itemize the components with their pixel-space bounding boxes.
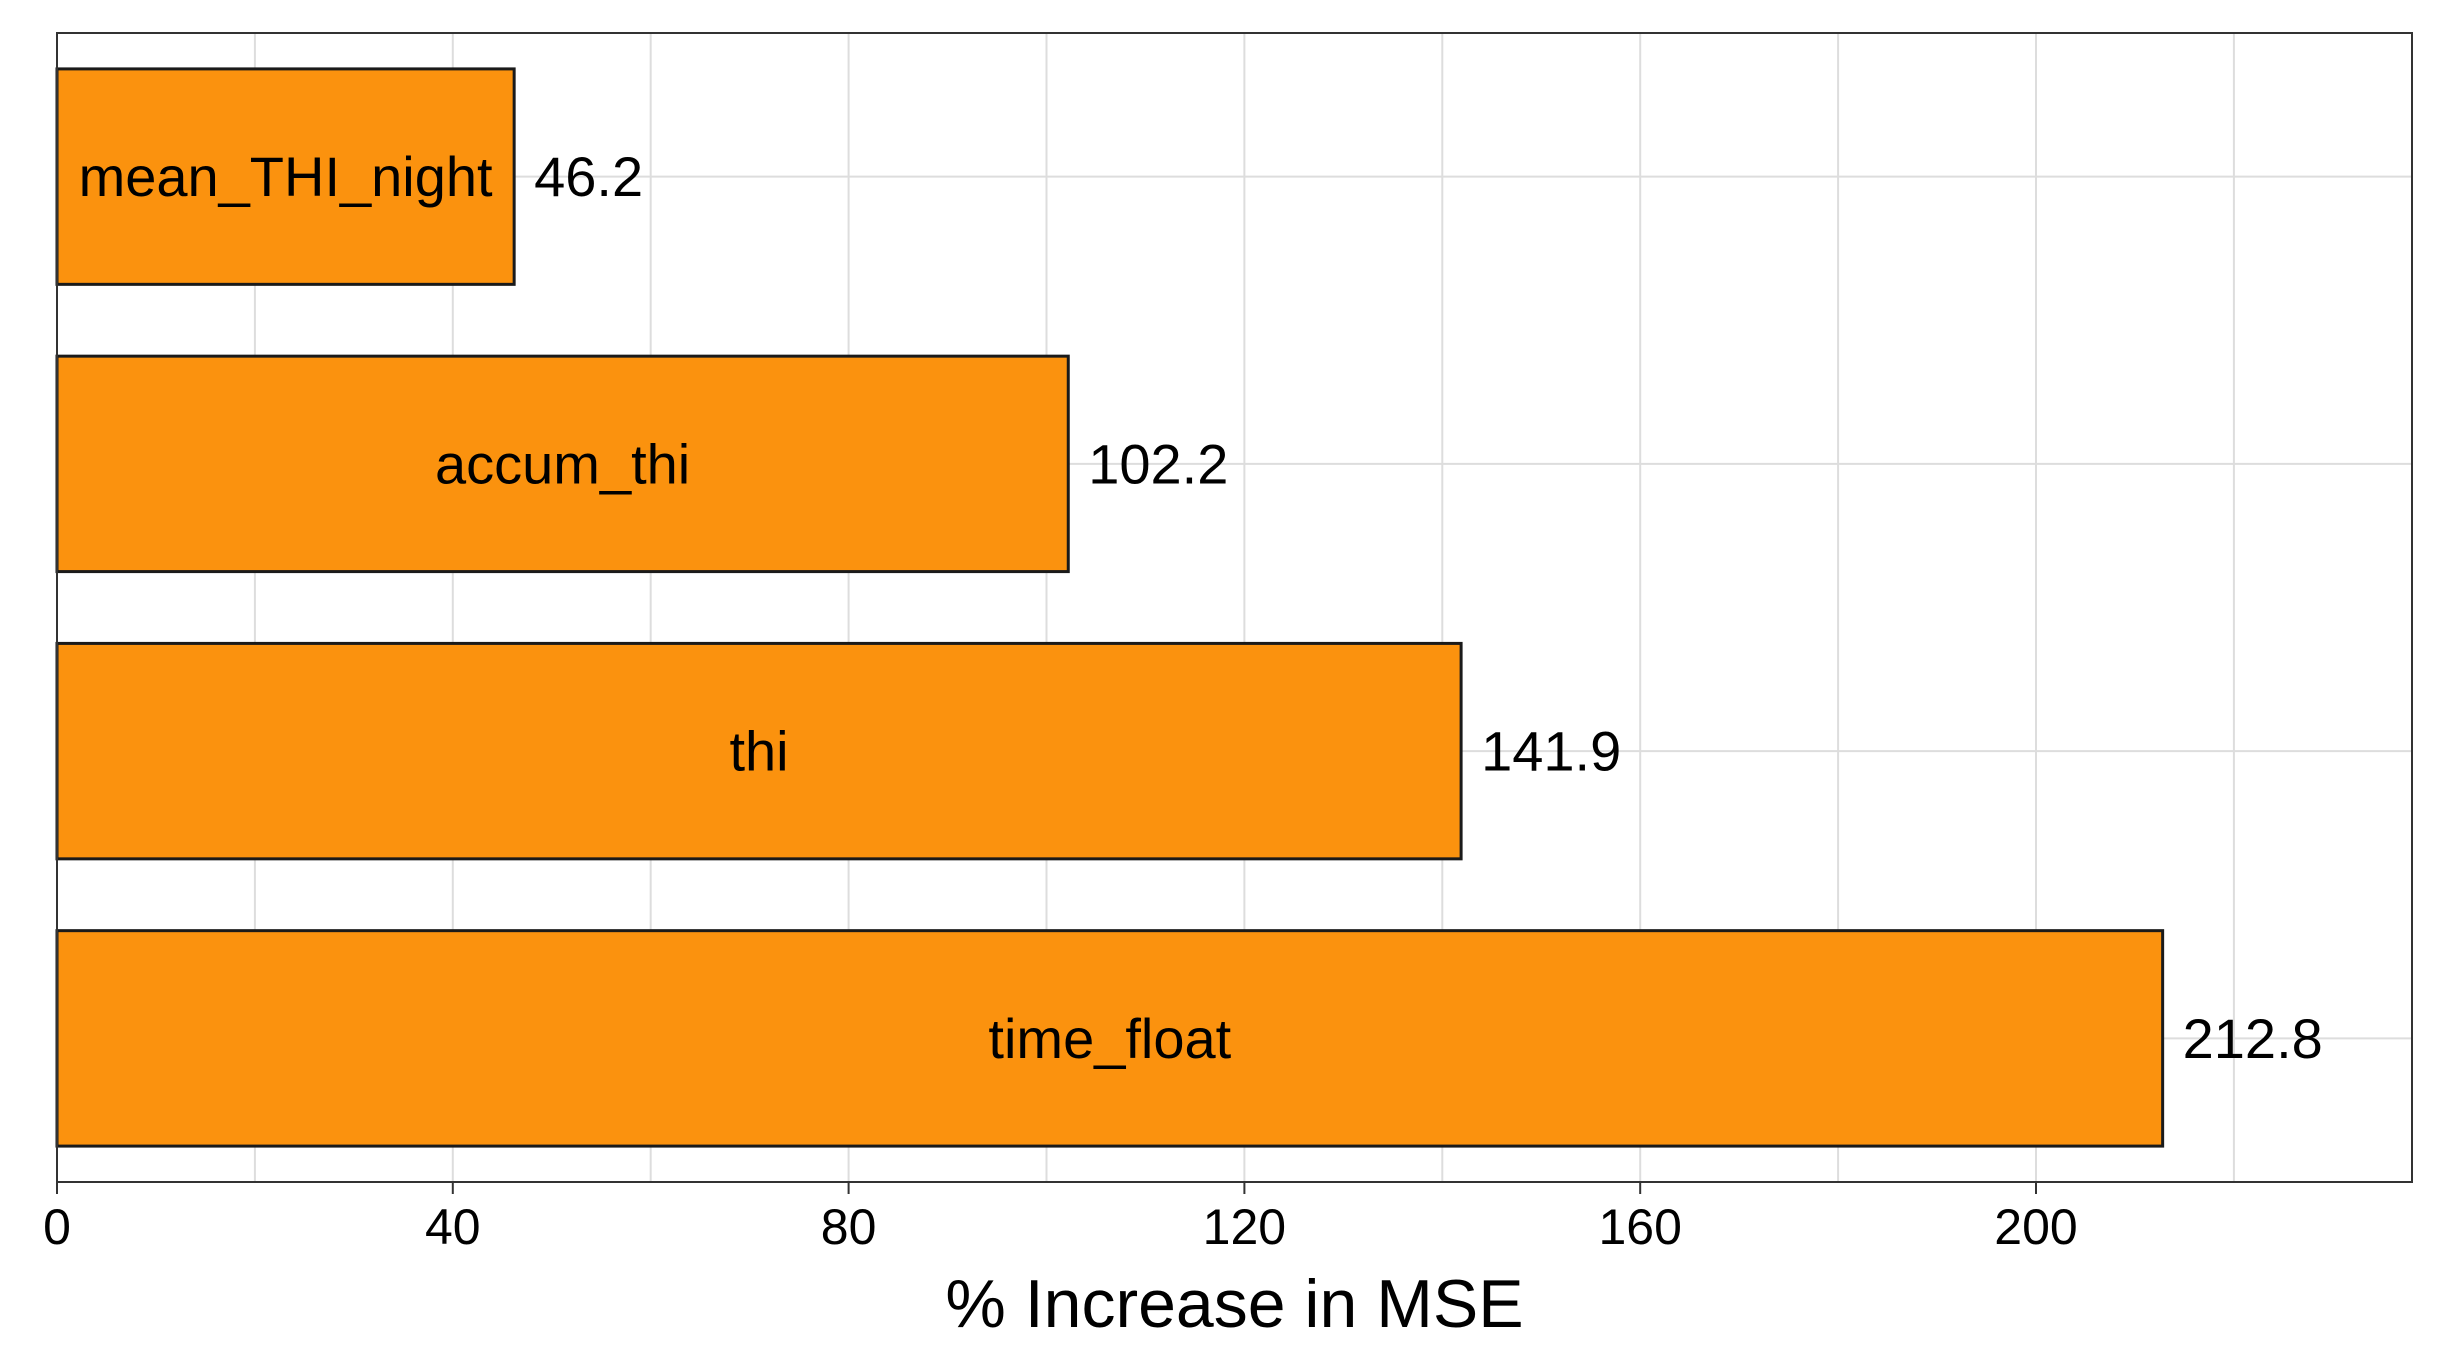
bars: mean_THI_night 46.2 accum_thi 102.2 thi 141.9… <box>55 67 2323 1148</box>
bar <box>55 641 1463 861</box>
bar-category-label: time_float <box>988 1007 1231 1070</box>
x-tick-label: 80 <box>821 1199 877 1255</box>
x-tick-label: 40 <box>425 1199 481 1255</box>
bar-value-label: 141.9 <box>1481 720 1621 783</box>
bar <box>55 354 1070 574</box>
bar-value-label: 212.8 <box>2183 1007 2323 1070</box>
bar-value-label: 46.2 <box>534 145 643 208</box>
x-tick-label: 160 <box>1598 1199 1681 1255</box>
x-axis-title: % Increase in MSE <box>945 1266 1523 1342</box>
x-tick-label: 200 <box>1994 1199 2077 1255</box>
bar-category-label: mean_THI_night <box>79 145 493 208</box>
x-tick-label: 0 <box>43 1199 71 1255</box>
plot-frame <box>56 32 2413 1183</box>
bar-category-label: thi <box>729 720 788 783</box>
bar <box>55 67 516 286</box>
bar <box>55 929 2165 1148</box>
bar-category-label: accum_thi <box>435 432 690 495</box>
x-axis-ticks: 0 40 80 120 160 200 <box>43 1182 2078 1255</box>
x-tick-label: 120 <box>1203 1199 1286 1255</box>
bar-value-label: 102.2 <box>1088 432 1228 495</box>
